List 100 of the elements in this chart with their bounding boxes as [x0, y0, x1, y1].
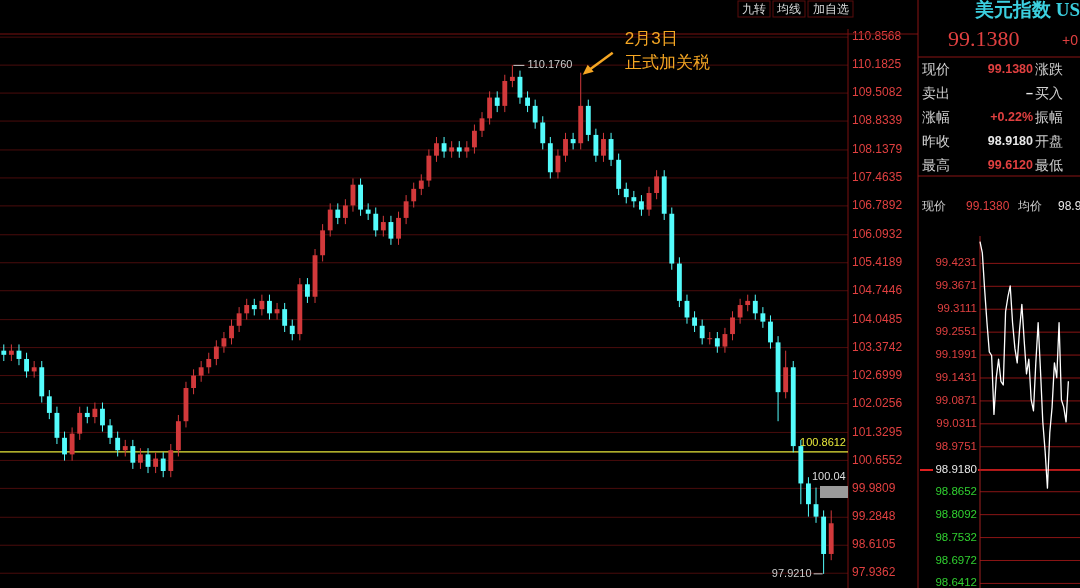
text: 开盘: [1035, 132, 1063, 149]
candlestick: [418, 173, 424, 196]
ref-line-label: 100.8612: [800, 435, 846, 448]
candlestick: [229, 319, 234, 345]
text: 涨幅: [922, 108, 950, 125]
text: 均价: [1017, 199, 1042, 214]
candlestick: [191, 368, 196, 395]
text: 昨收: [922, 132, 950, 149]
y-tick-label: 99.4231: [935, 256, 977, 269]
y-tick-label: 98.9180: [935, 463, 977, 476]
y-tick-label: 108.8339: [852, 113, 903, 128]
text: 99.1380: [948, 26, 1020, 52]
y-tick-label: 98.6412: [935, 576, 977, 588]
candlestick: [525, 90, 530, 113]
candlestick: [472, 124, 477, 155]
y-tick-label: 106.7892: [852, 198, 903, 213]
y-tick-label: 98.6972: [935, 553, 977, 566]
y-tick-label: 98.8092: [935, 507, 977, 520]
candlestick: [221, 331, 227, 354]
candlestick: [760, 306, 766, 329]
text: 买入: [1035, 84, 1063, 101]
y-tick-label: 99.2848: [852, 509, 896, 524]
y-tick-label: 99.3111: [937, 302, 977, 315]
y-tick-label: 99.2551: [935, 325, 977, 338]
text: 99.1380: [966, 199, 1010, 214]
candlestick: [623, 182, 629, 204]
text: 加自选: [812, 1, 849, 16]
candlestick: [168, 443, 174, 478]
y-tick-label: 99.0311: [936, 416, 977, 429]
candlestick: [115, 431, 121, 457]
y-tick-label: 98.7532: [935, 530, 977, 543]
candlestick: [213, 339, 219, 366]
y-tick-label: 97.9362: [852, 565, 896, 580]
candlestick: [198, 360, 204, 383]
annotation: 2月3日: [624, 29, 678, 49]
candlestick: [46, 389, 52, 420]
candlestick: [692, 310, 697, 333]
candlestick: [244, 298, 250, 321]
y-tick-label: 98.6105: [852, 537, 896, 552]
candlestick: [699, 319, 705, 345]
candlestick: [403, 194, 409, 225]
candlestick: [487, 90, 493, 126]
y-tick-label: 108.1379: [852, 142, 903, 157]
candlestick: [532, 99, 538, 130]
y-tick-label: 98.8652: [935, 484, 977, 497]
candlestick: [305, 277, 310, 304]
y-tick-label: 98.9751: [935, 439, 977, 452]
candlestick: [236, 306, 242, 333]
y-tick-label: 100.6552: [852, 452, 903, 467]
candlestick: [396, 211, 401, 246]
text: –: [1026, 86, 1034, 101]
candlestick: [100, 402, 105, 433]
annotation: 110.1760: [527, 58, 573, 71]
y-tick-label: 102.6999: [852, 367, 903, 382]
candlestick: [434, 136, 439, 163]
candlestick: [441, 136, 447, 159]
candlestick: [259, 294, 265, 316]
text: 现价: [922, 60, 950, 77]
y-tick-label: 110.1825: [852, 57, 902, 72]
candlestick: [509, 64, 515, 88]
text: 99.6120: [987, 158, 1034, 173]
candlestick: [153, 451, 159, 474]
y-tick-label: 104.7446: [852, 282, 903, 297]
y-tick-label: 99.1991: [935, 348, 977, 361]
text: 卖出: [922, 84, 950, 101]
candlestick: [380, 215, 386, 238]
y-tick-label: 110.8568: [852, 29, 902, 44]
y-tick-label: 106.0932: [852, 226, 903, 241]
candlestick: [24, 352, 29, 379]
y-tick-label: 101.3295: [852, 424, 903, 439]
candlestick: [282, 302, 288, 333]
candlestick: [714, 331, 720, 354]
y-tick-label: 99.1431: [935, 371, 977, 384]
text: 振幅: [1035, 108, 1063, 125]
y-tick-label: 99.0871: [935, 393, 977, 406]
text: +0: [1062, 31, 1079, 48]
candlestick: [540, 115, 546, 150]
candlestick: [707, 331, 713, 345]
text: 现价: [922, 199, 946, 214]
text: 98.9: [1058, 199, 1080, 214]
candlestick: [92, 402, 98, 424]
candlestick: [768, 314, 773, 350]
y-tick-label: 107.4635: [852, 170, 903, 185]
candlestick: [138, 447, 143, 470]
text: +0.22%: [990, 110, 1033, 125]
text: 98.9180: [987, 134, 1034, 149]
y-tick-label: 99.9809: [852, 480, 896, 495]
candlestick: [130, 439, 136, 470]
candlestick: [411, 182, 417, 209]
candlestick: [730, 310, 735, 341]
y-tick-label: 105.4189: [852, 254, 903, 269]
annotation: 正式加关税: [624, 53, 710, 73]
candlestick: [494, 90, 500, 113]
text: 最低: [1035, 156, 1063, 173]
text: 美元指数 US: [974, 0, 1080, 21]
candlestick: [69, 426, 75, 462]
candlestick: [752, 294, 758, 321]
text: 99.1380: [987, 62, 1034, 77]
candlestick: [342, 198, 348, 225]
candlestick: [737, 298, 743, 325]
